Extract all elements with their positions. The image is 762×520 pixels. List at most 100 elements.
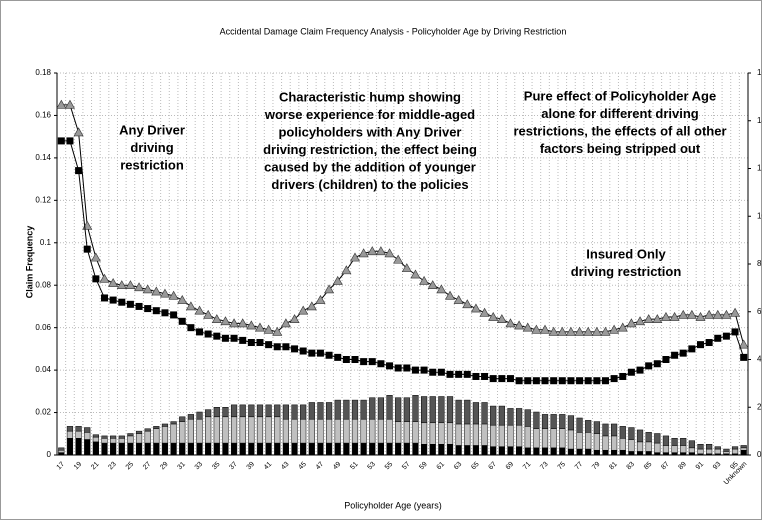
marker-square [351,356,359,363]
bar-segment [438,444,445,456]
marker-triangle [229,318,240,328]
marker-square [170,311,178,319]
bar-segment [585,432,592,450]
marker-triangle [419,275,430,285]
bar-segment [559,414,566,429]
x-tick-label: 85 [643,461,654,472]
marker-triangle [306,301,317,311]
bar-segment [662,452,670,456]
bar-segment [429,444,436,456]
marker-triangle [367,246,378,256]
x-tick-label: 83 [626,461,637,472]
marker-square [714,334,722,342]
marker-triangle [185,301,196,311]
bar-segment [446,444,454,456]
bar-segment [58,449,65,453]
bar-segment [645,441,652,452]
marker-square [429,368,437,376]
marker-square [265,341,273,349]
marker-triangle [609,324,620,334]
bar-segment [723,448,730,452]
y2-tick-label: 16 [757,68,762,77]
bar-segment [533,428,540,449]
marker-square [230,334,238,342]
marker-square [316,349,324,357]
marker-triangle [436,284,447,294]
bar-segment [412,442,419,456]
bar-segment [205,416,212,444]
marker-square [627,368,635,376]
bar-segment [611,423,618,437]
bar-segment [464,423,471,446]
annotation: worse experience for middle-aged [264,107,475,122]
marker-square [506,375,514,383]
x-tick-label: 57 [401,461,412,472]
bar-segment [550,447,557,456]
marker-square [584,377,592,385]
x-tick-label: 59 [418,461,429,472]
marker-square [411,366,419,374]
marker-triangle [393,254,404,264]
marker-square [92,275,100,283]
marker-square [671,351,679,359]
marker-square [178,317,186,325]
x-tick-label: 89 [677,461,688,472]
bar-segment [92,434,99,438]
bar-segment [369,442,376,456]
bar-segment [438,422,445,445]
bar-segment [274,404,281,418]
bar-segment [524,447,531,456]
bar-segment [300,404,307,420]
bar-segment [498,405,505,426]
bar-segment [58,447,65,451]
y-tick-label: 0.06 [35,323,51,332]
marker-triangle [401,263,412,273]
bar-segment [110,442,117,456]
x-tick-label: 19 [73,461,84,472]
marker-square [83,245,91,253]
bar-segment [187,414,194,420]
bar-segment [127,433,134,437]
marker-square [273,343,281,351]
x-tick-label: 39 [246,461,257,472]
bar-segment [101,438,108,444]
bar-segment [472,445,480,456]
annotation: drivers (children) to the policies [271,177,468,192]
x-tick-label: 91 [695,461,706,472]
marker-triangle [220,316,231,326]
bar-segment [386,418,393,444]
bar-segment [256,404,264,418]
bar-segment [740,445,747,449]
x-tick-label: 35 [211,461,222,472]
marker-square [610,375,618,383]
marker-square [75,167,83,175]
marker-square [731,328,739,336]
marker-triangle [626,318,637,328]
marker-square [299,347,307,355]
marker-triangle [479,307,490,317]
bar-segment [135,430,143,434]
marker-triangle [90,252,101,262]
x-tick-label: 95 [729,461,740,472]
marker-square [256,339,264,347]
bar-segment [403,421,410,444]
marker-triangle [56,99,67,109]
bar-segment [179,421,186,444]
marker-square [740,353,748,361]
x-tick-label: 33 [194,461,205,472]
y-axis-label: Claim Frequency [24,226,34,299]
marker-triangle [125,280,136,290]
bar-segment [144,430,151,444]
bar-segment [395,397,402,422]
bar-segment [507,424,514,447]
y2-tick-label: 2 [757,402,762,411]
bar-segment [196,418,203,444]
bar-segment [274,442,281,456]
x-tick-label: 79 [591,461,602,472]
annotation: alone for different driving [541,106,699,121]
bar-segment [213,442,220,456]
marker-square [118,298,126,306]
bar-segment [187,418,194,444]
bar-segment [593,433,600,451]
